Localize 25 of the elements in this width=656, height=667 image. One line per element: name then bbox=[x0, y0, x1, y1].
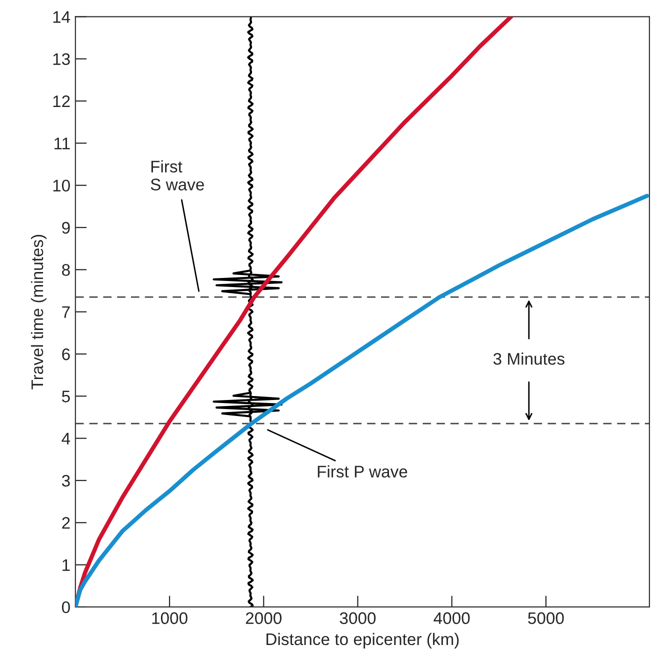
y-tick-label: 7 bbox=[62, 306, 70, 318]
annotation: 3 Minutes bbox=[493, 352, 564, 365]
y-tick-label: 14 bbox=[53, 11, 70, 23]
y-tick-label: 13 bbox=[53, 53, 70, 66]
y-tick-label: 3 bbox=[62, 474, 70, 487]
x-tick-label: 5000 bbox=[528, 612, 564, 624]
y-tick-label: 4 bbox=[62, 432, 70, 444]
y-axis-title: Travel time (minutes) bbox=[30, 234, 46, 390]
x-tick-label: 2000 bbox=[246, 612, 282, 624]
x-tick-label: 4000 bbox=[434, 612, 470, 624]
x-axis-title: Distance to epicenter (km) bbox=[266, 632, 459, 648]
y-tick-label: 10 bbox=[53, 180, 70, 192]
y-tick-label: 11 bbox=[54, 138, 70, 150]
y-tick-label: 6 bbox=[62, 348, 70, 360]
y-tick-label: 0 bbox=[62, 601, 70, 614]
y-tick-label: 5 bbox=[62, 390, 70, 402]
y-tick-label: 1 bbox=[62, 559, 70, 571]
y-tick-label: 12 bbox=[53, 95, 70, 108]
x-tick-label: 3000 bbox=[340, 612, 376, 624]
annotation: First P wave bbox=[318, 465, 408, 478]
y-tick-label: 2 bbox=[62, 517, 70, 529]
y-tick-label: 8 bbox=[62, 264, 70, 276]
x-tick-label: 1000 bbox=[152, 612, 188, 624]
annotation: First S wave bbox=[150, 160, 204, 190]
y-tick-label: 9 bbox=[62, 222, 70, 234]
